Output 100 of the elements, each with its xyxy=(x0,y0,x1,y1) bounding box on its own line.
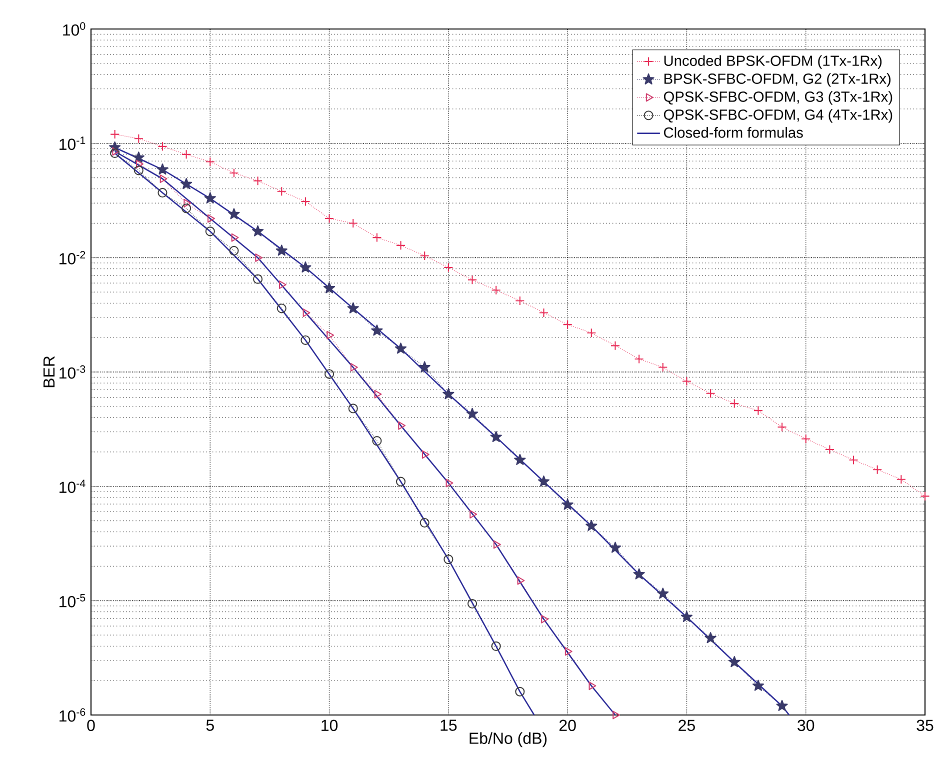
point xyxy=(204,192,216,204)
y-tick-label: 10$^{-6}$ xyxy=(60,708,86,722)
point xyxy=(824,444,834,454)
x-tick-label: 25 xyxy=(678,720,695,732)
point xyxy=(752,680,764,691)
point xyxy=(777,422,787,432)
point xyxy=(300,335,310,345)
point xyxy=(491,285,501,295)
legend-label: QPSK-SFBC-OFDM, G3 (3Tx-1Rx) xyxy=(664,91,892,105)
point xyxy=(562,320,572,330)
point xyxy=(706,388,716,398)
y-tick-label: 10$^{-5}$ xyxy=(60,594,86,608)
point xyxy=(182,150,192,160)
point xyxy=(180,178,192,190)
point xyxy=(753,406,764,416)
point xyxy=(680,610,693,622)
point xyxy=(396,476,406,486)
point xyxy=(442,388,454,400)
point xyxy=(514,454,526,466)
legend-label: QPSK-SFBC-OFDM, G4 (4Tx-1Rx) xyxy=(664,109,892,123)
point xyxy=(633,568,645,580)
point xyxy=(493,540,501,549)
point xyxy=(300,196,310,206)
point xyxy=(728,656,740,668)
point xyxy=(444,262,454,272)
point xyxy=(896,474,906,484)
point xyxy=(228,208,240,220)
point xyxy=(110,129,120,140)
point xyxy=(132,152,144,163)
point xyxy=(776,700,788,711)
point xyxy=(205,156,215,167)
point xyxy=(276,304,286,314)
point xyxy=(276,244,288,256)
point xyxy=(612,710,620,720)
point xyxy=(515,296,525,306)
point xyxy=(467,598,478,609)
point xyxy=(634,354,644,364)
point xyxy=(682,376,692,386)
point xyxy=(564,647,572,656)
legend-label: Closed-form formulas xyxy=(664,127,803,138)
point xyxy=(158,142,168,152)
point xyxy=(347,302,359,314)
point xyxy=(562,498,574,510)
point xyxy=(134,166,144,176)
legend-label: BPSK-SFBC-OFDM, G2 (2Tx-1Rx) xyxy=(664,73,890,87)
point xyxy=(229,246,239,256)
point xyxy=(372,436,382,446)
point xyxy=(326,330,334,340)
point xyxy=(588,682,596,690)
x-tick-label: 35 xyxy=(916,720,934,732)
point xyxy=(394,342,407,354)
point xyxy=(920,491,930,501)
point xyxy=(302,308,310,317)
legend-label: Uncoded BPSK-OFDM (1Tx-1Rx) xyxy=(664,55,882,69)
x-tick-label: 0 xyxy=(87,720,95,732)
y-tick-label: 10$^{-1}$ xyxy=(60,136,86,150)
point xyxy=(490,430,502,442)
x-tick-label: 20 xyxy=(559,720,576,732)
point xyxy=(444,554,454,564)
point xyxy=(252,225,264,236)
y-axis-title: BER xyxy=(44,356,55,388)
point xyxy=(324,369,334,379)
point xyxy=(231,233,239,242)
point xyxy=(801,434,811,444)
point xyxy=(491,641,501,651)
point xyxy=(278,280,286,289)
point xyxy=(348,218,358,228)
point xyxy=(515,686,525,696)
point xyxy=(609,542,622,553)
point xyxy=(398,421,406,430)
point xyxy=(160,174,168,183)
point xyxy=(350,363,358,372)
point xyxy=(466,408,478,419)
point xyxy=(348,404,358,414)
point xyxy=(467,275,478,285)
y-tick-label: 10$^{-2}$ xyxy=(60,250,86,264)
point xyxy=(300,261,312,273)
point xyxy=(158,188,168,198)
point xyxy=(205,226,215,236)
point xyxy=(446,478,454,488)
point xyxy=(184,198,192,208)
point xyxy=(207,214,215,223)
y-tick-label: 10$^{0}$ xyxy=(63,22,86,36)
point xyxy=(586,520,598,532)
point xyxy=(255,253,263,262)
point xyxy=(586,328,596,338)
point xyxy=(418,361,430,372)
x-tick-label: 5 xyxy=(206,720,214,731)
point xyxy=(374,390,382,398)
point xyxy=(538,308,549,318)
x-tick-label: 10 xyxy=(322,720,338,732)
point xyxy=(420,518,430,528)
point xyxy=(371,324,383,336)
point xyxy=(610,340,620,350)
point xyxy=(229,168,239,178)
point xyxy=(422,450,430,459)
point xyxy=(182,204,192,214)
point xyxy=(730,398,740,408)
y-tick-label: 10$^{-3}$ xyxy=(60,365,86,379)
point xyxy=(848,455,858,465)
